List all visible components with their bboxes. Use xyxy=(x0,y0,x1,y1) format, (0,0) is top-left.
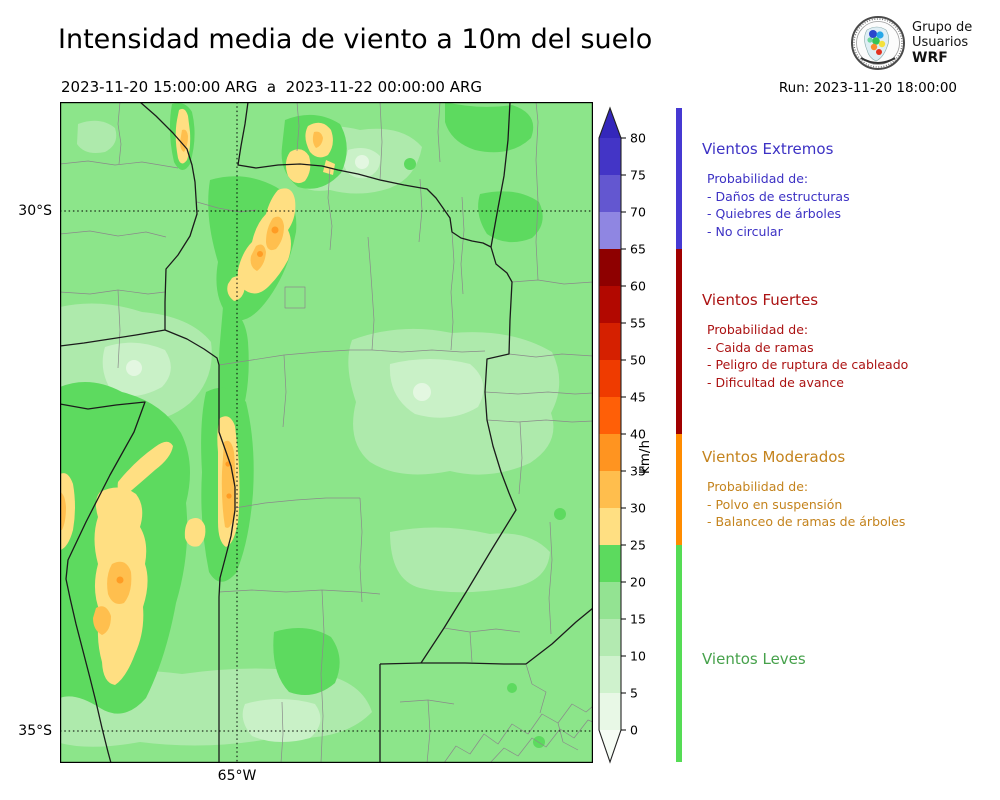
svg-text:80: 80 xyxy=(630,131,646,146)
category-title: Vientos Leves xyxy=(702,650,806,668)
probability-item: - Balanceo de ramas de árboles xyxy=(707,514,906,529)
category-title: Vientos Extremos xyxy=(702,140,834,158)
category-bar-segment xyxy=(676,545,682,762)
colorbar: 0 5 10 15 20 25 30 35 40 45 50 55 60 65 70 75 80 xyxy=(598,106,646,764)
category-block-extremos: Vientos Extremos Probabilidad de: - Daño… xyxy=(702,140,992,240)
department-boundaries xyxy=(60,102,593,763)
logo-line-3: WRF xyxy=(912,49,948,66)
wrf-logo-text: Grupo de Usuarios WRF xyxy=(912,20,972,67)
category-title: Vientos Moderados xyxy=(702,448,846,466)
svg-text:50: 50 xyxy=(630,353,646,368)
wrf-logo: Grupo de Usuarios WRF xyxy=(849,13,999,73)
svg-text:10: 10 xyxy=(630,649,646,664)
run-label: Run: 2023-11-20 18:00:00 xyxy=(778,80,957,96)
svg-text:0: 0 xyxy=(630,723,638,738)
probability-item: - Dificultad de avance xyxy=(707,374,844,390)
probability-item: - Peligro de ruptura de cableado xyxy=(707,357,909,372)
category-block-fuertes: Vientos Fuertes Probabilidad de: - Caida… xyxy=(702,291,992,391)
lat-label-30s: 30°S xyxy=(18,203,52,219)
category-bar-segment xyxy=(676,249,682,434)
province-boundaries xyxy=(60,102,593,763)
svg-text:5: 5 xyxy=(630,686,638,701)
svg-text:30: 30 xyxy=(630,501,646,516)
probability-item: - Quiebres de árboles xyxy=(707,206,842,221)
map-frame xyxy=(60,102,593,763)
wind-field xyxy=(60,102,593,763)
svg-text:20: 20 xyxy=(630,575,646,590)
probability-item: - Daños de estructuras xyxy=(707,188,850,204)
svg-text:45: 45 xyxy=(630,390,646,405)
logo-line-2: Usuarios xyxy=(912,35,969,51)
svg-text:35: 35 xyxy=(630,464,646,479)
graticule xyxy=(60,102,593,763)
wrf-logo-icon xyxy=(851,16,905,70)
category-bar-segment xyxy=(676,108,682,249)
probability-item: - No circular xyxy=(707,223,783,239)
category-description: Probabilidad de: - Polvo en suspensión -… xyxy=(707,478,992,531)
category-bar-segment xyxy=(676,434,682,545)
svg-text:25: 25 xyxy=(630,538,646,553)
category-indicator-bar xyxy=(676,108,682,762)
svg-text:75: 75 xyxy=(630,168,646,183)
category-block-leves: Vientos Leves xyxy=(702,650,992,668)
category-block-moderados: Vientos Moderados Probabilidad de: - Pol… xyxy=(702,448,992,531)
category-description: Probabilidad de: - Caida de ramas - Peli… xyxy=(707,321,992,391)
probability-header: Probabilidad de: xyxy=(707,171,809,186)
probability-header: Probabilidad de: xyxy=(707,322,809,337)
svg-text:15: 15 xyxy=(630,612,646,627)
period-label: 2023-11-20 15:00:00 ARG a 2023-11-22 00:… xyxy=(61,78,483,96)
category-title: Vientos Fuertes xyxy=(702,291,819,309)
probability-item: - Polvo en suspensión xyxy=(707,496,843,512)
svg-text:55: 55 xyxy=(630,316,646,331)
svg-text:60: 60 xyxy=(630,279,646,294)
probability-header: Probabilidad de: xyxy=(707,479,809,494)
svg-text:40: 40 xyxy=(630,427,646,442)
page-title: Intensidad media de viento a 10m del sue… xyxy=(58,24,653,55)
category-description: Probabilidad de: - Daños de estructuras … xyxy=(707,170,992,240)
svg-text:65: 65 xyxy=(630,242,646,257)
wind-map xyxy=(60,102,593,763)
colorbar-unit-label: km/h xyxy=(637,439,653,475)
svg-text:70: 70 xyxy=(630,205,646,220)
logo-line-1: Grupo de xyxy=(912,19,973,35)
lat-label-35s: 35°S xyxy=(18,723,52,739)
probability-item: - Caida de ramas xyxy=(707,339,814,355)
lon-label-65w: 65°W xyxy=(217,768,257,784)
